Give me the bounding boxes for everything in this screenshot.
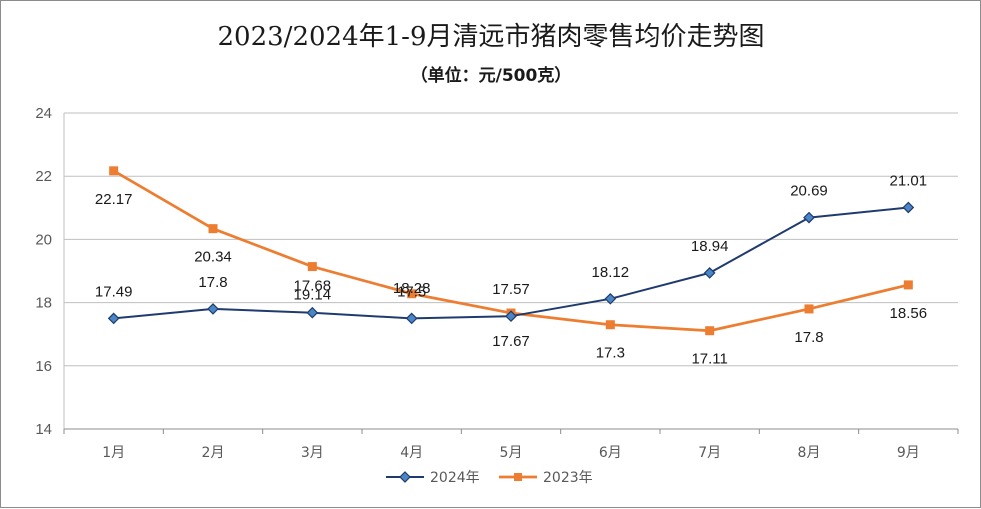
x-tick-label: 3月 xyxy=(301,445,324,461)
x-tick-label: 5月 xyxy=(500,445,523,461)
legend-marker-2024 xyxy=(399,471,411,483)
data-label-2023: 17.11 xyxy=(691,351,727,368)
data-point-2024 xyxy=(902,201,915,214)
data-point-2024 xyxy=(604,292,617,305)
data-label-2024: 21.01 xyxy=(890,172,928,189)
data-label-2023: 22.17 xyxy=(95,191,133,208)
legend-marker-2023 xyxy=(514,473,522,481)
x-tick-label: 7月 xyxy=(698,445,721,461)
chart-subtitle: （单位：元/500克） xyxy=(411,65,572,86)
legend-label: 2023年 xyxy=(543,470,593,486)
data-point-2023 xyxy=(109,166,119,176)
data-point-2023 xyxy=(705,326,715,336)
data-point-2023 xyxy=(407,289,417,299)
y-tick-label: 24 xyxy=(35,105,52,122)
data-point-2024 xyxy=(207,303,219,315)
y-tick-label: 16 xyxy=(35,358,52,375)
data-label-2024: 17.57 xyxy=(492,281,530,298)
data-point-2023 xyxy=(804,304,814,314)
data-label-2024: 17.5 xyxy=(397,283,426,300)
data-label-2023: 17.8 xyxy=(794,329,823,346)
data-label-2024: 17.49 xyxy=(95,283,133,300)
data-label-2024: 20.69 xyxy=(790,183,828,200)
data-point-2024 xyxy=(405,312,418,325)
data-label-2024: 18.12 xyxy=(592,264,630,281)
x-tick-label: 9月 xyxy=(897,445,920,461)
x-tick-label: 1月 xyxy=(102,445,125,461)
data-point-2023 xyxy=(208,224,218,234)
legend: 2024年 2023年 xyxy=(386,470,593,486)
y-tick-label: 22 xyxy=(35,168,52,185)
x-tick-label: 6月 xyxy=(599,445,622,461)
data-label-2024: 17.68 xyxy=(294,278,332,295)
data-point-2023 xyxy=(307,262,317,272)
y-tick-label: 18 xyxy=(35,295,52,312)
data-point-2023 xyxy=(903,280,913,290)
data-label-2023: 17.3 xyxy=(596,345,625,362)
y-tick-label: 14 xyxy=(35,421,52,438)
data-label-2023: 20.34 xyxy=(194,249,232,266)
data-label-2024: 17.8 xyxy=(198,274,227,291)
x-tick-label: 8月 xyxy=(798,445,821,461)
data-point-2024 xyxy=(703,267,716,279)
data-point-2024 xyxy=(803,211,815,224)
data-label-2023: 17.67 xyxy=(492,333,530,350)
data-labels: 17.49 17.8 17.68 17.5 17.57 18.12 18.94 20.69 21… xyxy=(95,172,927,367)
series-group xyxy=(107,166,915,336)
legend-label: 2024年 xyxy=(430,470,480,486)
y-tick-label: 20 xyxy=(35,231,52,248)
data-point-2024 xyxy=(107,312,120,325)
data-label-2024: 18.94 xyxy=(691,238,729,255)
data-label-2023: 18.56 xyxy=(890,305,928,322)
data-point-2024 xyxy=(306,306,319,319)
axes: 14 16 18 20 22 24 1月 2月 3月 4月 5月 6月 7月 8月 9月 xyxy=(35,105,959,461)
series-line-0 xyxy=(113,206,909,320)
x-tick-label: 2月 xyxy=(202,445,225,461)
gridlines xyxy=(64,112,958,430)
series-line-1 xyxy=(112,169,909,333)
data-point-2024 xyxy=(505,310,517,323)
chart-title: 2023/2024年1-9月清远市猪肉零售均价走势图 xyxy=(218,22,765,52)
x-tick-label: 4月 xyxy=(400,445,423,461)
data-label-2023: 18.28 xyxy=(393,280,431,297)
data-point-2023 xyxy=(605,320,615,330)
data-label-2023: 19.14 xyxy=(294,287,332,304)
